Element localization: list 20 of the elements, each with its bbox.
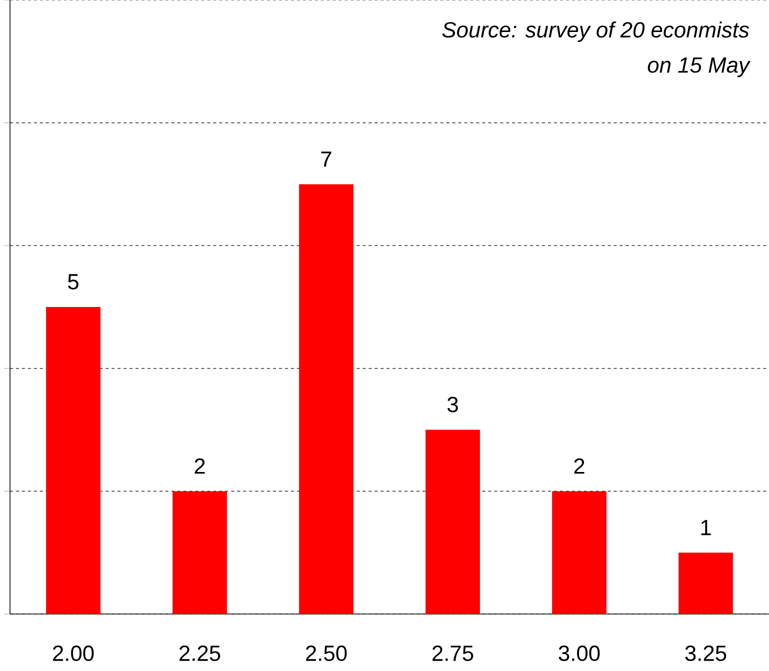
data-label: 5 [68,274,78,290]
data-label: 3 [447,396,458,412]
bar [46,306,100,614]
annotation: Source: survey of 20 econmists [442,22,749,42]
bar [426,430,480,614]
bar [172,491,227,614]
x-tick-label: 2.25 [180,646,220,662]
x-tick-label: 3.25 [685,646,726,662]
x-tick-label: 2.00 [53,646,94,662]
bar [299,184,354,614]
data-label: 2 [194,458,205,474]
data-label: 1 [701,520,711,536]
x-tick-label: 3.00 [558,646,600,662]
x-tick-label: 2.75 [432,646,474,662]
data-label: 7 [321,152,332,167]
data-label: 2 [574,458,584,474]
x-tick-label: 2.50 [306,646,347,662]
bar [552,491,606,614]
annotation: on 15 May [648,58,751,78]
bar [678,552,733,614]
